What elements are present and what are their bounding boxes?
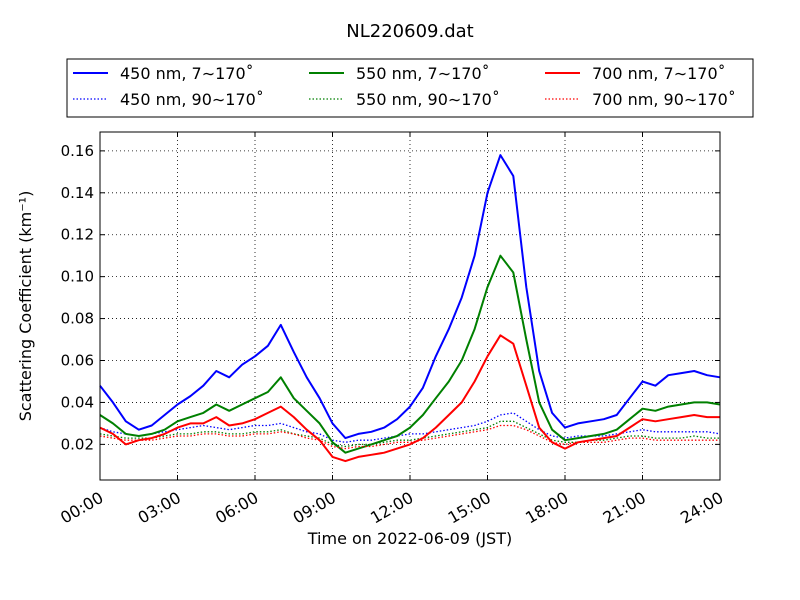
- chart-title: NL220609.dat: [346, 21, 473, 42]
- ticks: 00:00 03:00 06:00 09:00 12:00 15:00 18:00 21:00…: [57, 132, 727, 528]
- legend-label-0: 450 nm, 7∼170˚: [120, 64, 254, 83]
- legend-label-5: 700 nm, 90∼170˚: [592, 90, 736, 109]
- legend-label-1: 450 nm, 90∼170˚: [120, 90, 264, 109]
- x-tick-label: 24:00: [677, 488, 726, 528]
- y-tick-label: 0.12: [61, 226, 94, 244]
- y-tick-label: 0.06: [61, 352, 94, 370]
- series-line-1: [99, 412, 721, 443]
- grid: [100, 132, 720, 480]
- y-tick-label: 0.04: [61, 393, 94, 411]
- y-tick-label: 0.16: [61, 142, 94, 160]
- legend-label-4: 700 nm, 7∼170˚: [592, 64, 726, 83]
- series-line-0: [99, 154, 721, 440]
- x-tick-label: 21:00: [600, 488, 649, 528]
- legend-box: [66, 58, 754, 118]
- y-tick-label: 0.08: [61, 310, 94, 328]
- x-axis-label: Time on 2022-06-09 (JST): [307, 529, 512, 548]
- x-tick-label: 12:00: [367, 488, 416, 528]
- series-line-2: [99, 254, 721, 454]
- series-line-4: [99, 334, 720, 463]
- x-tick-label: 00:00: [57, 488, 106, 528]
- x-tick-label: 15:00: [445, 488, 494, 528]
- legend-label-2: 550 nm, 7∼170˚: [356, 64, 490, 83]
- legend-items: 450 nm, 7∼170˚ 450 nm, 90∼170˚ 550 nm, 7∼1…: [73, 64, 736, 109]
- y-tick-label: 0.14: [61, 184, 94, 202]
- legend: 450 nm, 7∼170˚ 450 nm, 90∼170˚ 550 nm, 7∼1…: [66, 58, 754, 118]
- legend-label-3: 550 nm, 90∼170˚: [356, 90, 500, 109]
- x-tick-label: 18:00: [522, 488, 571, 528]
- series-line-3: [99, 420, 720, 448]
- series-layer: [99, 154, 721, 463]
- x-tick-label: 03:00: [135, 488, 184, 528]
- x-tick-label: 06:00: [212, 488, 261, 528]
- x-tick-label: 09:00: [290, 488, 339, 528]
- plot-area: 00:00 03:00 06:00 09:00 12:00 15:00 18:00 21:00…: [57, 131, 727, 528]
- y-axis-label: Scattering Coefficient (km⁻¹): [16, 191, 35, 422]
- y-tick-label: 0.10: [61, 268, 94, 286]
- y-tick-label: 0.02: [61, 435, 94, 453]
